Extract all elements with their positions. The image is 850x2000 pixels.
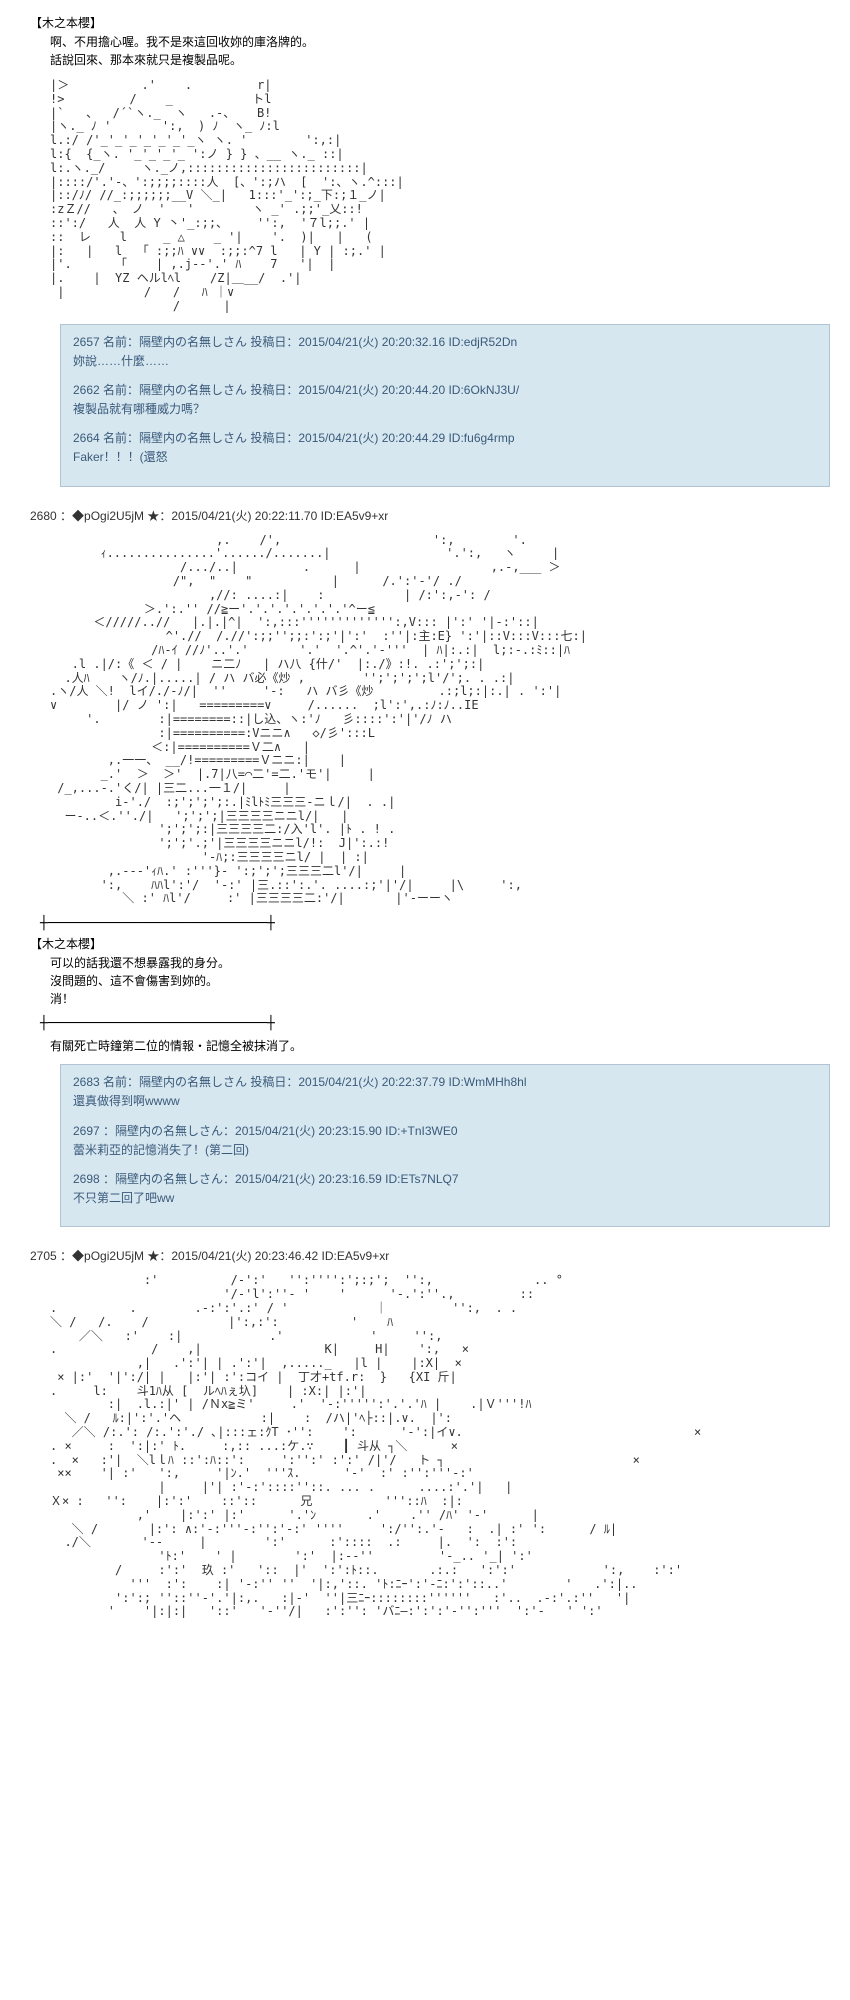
- character-name-2: 【木之本櫻】: [30, 935, 830, 952]
- reply-text: 還真做得到啊wwww: [73, 1094, 180, 1108]
- character-name-1: 【木之本櫻】: [30, 14, 830, 31]
- reply-item: 2697 ：隔壁内の名無しさん：2015/04/21(火) 20:23:15.9…: [73, 1122, 817, 1160]
- divider-top: ┼────────────────────────────┼: [40, 916, 830, 931]
- reply-header: 2657 名前：隔壁内の名無しさん 投稿日：2015/04/21(火) 20:2…: [73, 335, 517, 349]
- reply-header: 2664 名前：隔壁内の名無しさん 投稿日：2015/04/21(火) 20:2…: [73, 431, 515, 445]
- reply-item: 2662 名前：隔壁内の名無しさん 投稿日：2015/04/21(火) 20:2…: [73, 381, 817, 419]
- divider-bottom: ┼────────────────────────────┼: [40, 1016, 830, 1031]
- dialogue-2: 可以的話我還不想暴露我的身分。 沒問題的、這不會傷害到妳的。 消！: [50, 954, 830, 1008]
- ascii-art-3: :' /-':' '':'''':';:;'; '':, .. ° '/-'l'…: [50, 1274, 830, 1619]
- reply-header: 2662 名前：隔壁内の名無しさん 投稿日：2015/04/21(火) 20:2…: [73, 383, 519, 397]
- dialogue-1: 啊、不用擔心喔。我不是來這回收妳的庫洛牌的。 話說回來、那本來就只是複製品呢。: [50, 33, 830, 69]
- reply-text: 蕾米莉亞的記憶消失了！(第二回): [73, 1143, 249, 1157]
- reply-header: 2698 ：隔壁内の名無しさん：2015/04/21(火) 20:23:16.5…: [73, 1172, 459, 1186]
- post-header-2: 2680 ：◆pOgi2U5jM ★：2015/04/21(火) 20:22:1…: [30, 507, 830, 524]
- reply-item: 2698 ：隔壁内の名無しさん：2015/04/21(火) 20:23:16.5…: [73, 1170, 817, 1208]
- reply-text: 妳說……什麼……: [73, 354, 169, 368]
- ascii-art-1: |＞ .' . r| !> / _ トl |` 、 /´`ヽ._ ヽ .-、 B…: [50, 79, 830, 314]
- reply-header: 2697 ：隔壁内の名無しさん：2015/04/21(火) 20:23:15.9…: [73, 1124, 458, 1138]
- reply-text: 複製品就有哪種威力嗎？: [73, 402, 205, 416]
- reply-item: 2657 名前：隔壁内の名無しさん 投稿日：2015/04/21(火) 20:2…: [73, 333, 817, 371]
- post-header-3: 2705 ：◆pOgi2U5jM ★：2015/04/21(火) 20:23:4…: [30, 1247, 830, 1264]
- reply-item: 2683 名前：隔壁内の名無しさん 投稿日：2015/04/21(火) 20:2…: [73, 1073, 817, 1111]
- ascii-art-2: ,. /', ':, '. ｨ...............'....../..…: [50, 534, 830, 907]
- reply-header: 2683 名前：隔壁内の名無しさん 投稿日：2015/04/21(火) 20:2…: [73, 1075, 526, 1089]
- reply-box-2: 2683 名前：隔壁内の名無しさん 投稿日：2015/04/21(火) 20:2…: [60, 1064, 830, 1227]
- reply-text: 不只第二回了吧ww: [73, 1191, 174, 1205]
- reply-box-1: 2657 名前：隔壁内の名無しさん 投稿日：2015/04/21(火) 20:2…: [60, 324, 830, 487]
- narration: 有關死亡時鐘第二位的情報・記憶全被抹消了。: [50, 1037, 830, 1054]
- reply-item: 2664 名前：隔壁内の名無しさん 投稿日：2015/04/21(火) 20:2…: [73, 429, 817, 467]
- reply-text: Faker！！！(還怒: [73, 450, 168, 464]
